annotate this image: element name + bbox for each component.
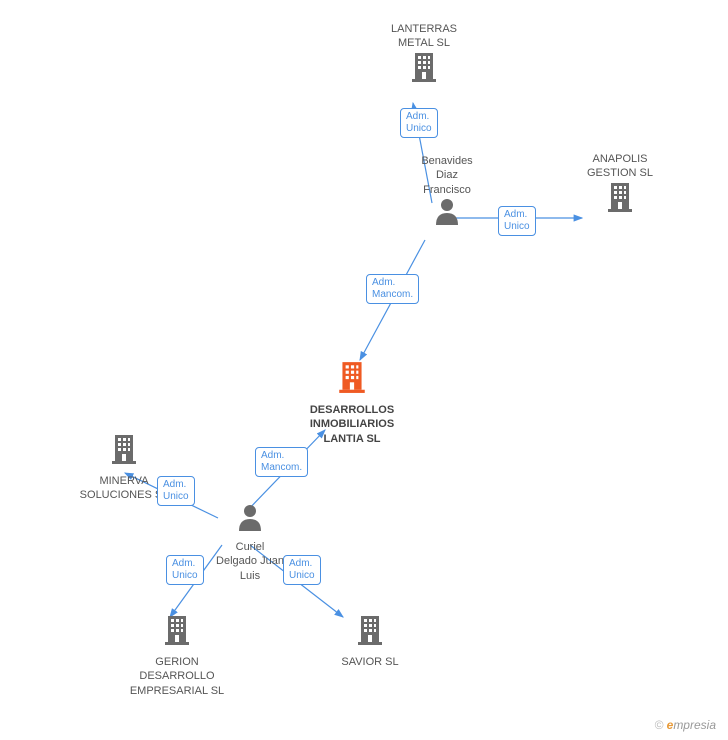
building-icon <box>75 433 173 470</box>
building-icon <box>580 181 660 218</box>
person-icon <box>412 197 482 230</box>
node-label: Curiel Delgado Juan Luis <box>215 540 285 583</box>
node-anapolis[interactable]: ANAPOLIS GESTION SL <box>580 152 660 222</box>
node-label: Benavides Diaz Francisco <box>412 154 482 197</box>
node-benavides[interactable]: Benavides Diaz Francisco <box>412 154 482 234</box>
copyright-symbol: © <box>654 718 663 732</box>
edge-label: Adm.Mancom. <box>255 447 308 477</box>
node-curiel[interactable]: Curiel Delgado Juan Luis <box>215 503 285 583</box>
node-label: ANAPOLIS GESTION SL <box>580 152 660 181</box>
edge-label: Adm.Unico <box>400 108 438 138</box>
edge-label: Adm.Unico <box>283 555 321 585</box>
node-desarrollos[interactable]: DESARROLLOS INMOBILIARIOS LANTIA SL <box>298 360 406 446</box>
node-label: LANTERRAS METAL SL <box>380 22 468 51</box>
diagram-canvas: LANTERRAS METAL SL Benavides Diaz Franci… <box>0 0 728 740</box>
edge-label: Adm.Unico <box>166 555 204 585</box>
node-label: GERION DESARROLLO EMPRESARIAL SL <box>128 655 226 698</box>
edge-label: Adm.Unico <box>157 476 195 506</box>
building-icon <box>335 614 405 651</box>
node-label: SAVIOR SL <box>335 655 405 669</box>
node-label: DESARROLLOS INMOBILIARIOS LANTIA SL <box>298 403 406 446</box>
watermark-text: mpresia <box>673 718 716 732</box>
edge-label: Adm.Unico <box>498 206 536 236</box>
building-icon <box>128 614 226 651</box>
node-savior[interactable]: SAVIOR SL <box>335 614 405 669</box>
building-icon <box>380 51 468 88</box>
building-icon <box>298 360 406 399</box>
node-gerion[interactable]: GERION DESARROLLO EMPRESARIAL SL <box>128 614 226 698</box>
edge-label: Adm.Mancom. <box>366 274 419 304</box>
watermark: © empresia <box>654 718 716 732</box>
person-icon <box>215 503 285 536</box>
node-lanterras[interactable]: LANTERRAS METAL SL <box>380 22 468 92</box>
